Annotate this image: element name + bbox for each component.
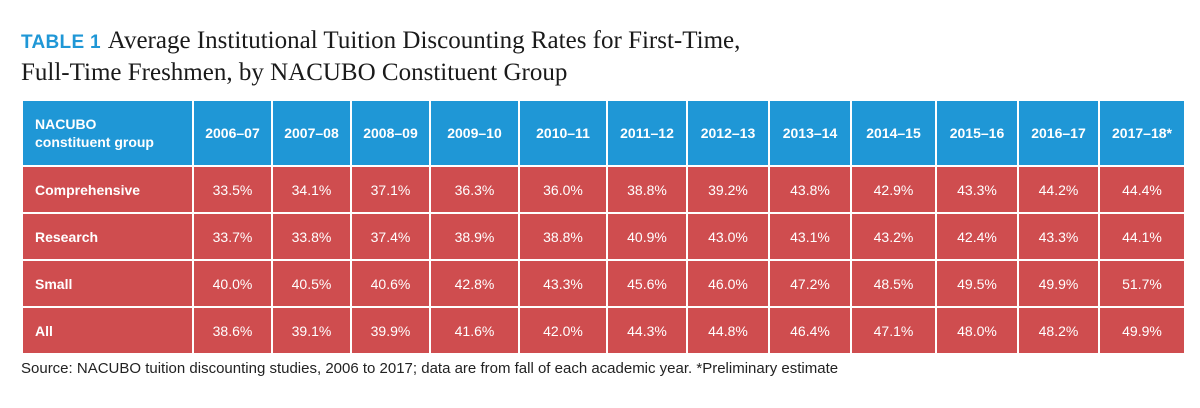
row-label: Small	[23, 261, 192, 306]
column-header-group: NACUBO constituent group	[23, 101, 192, 165]
table-number-label: TABLE 1	[21, 32, 101, 53]
column-header-year: 2006–07	[194, 101, 271, 165]
table-cell: 43.3%	[937, 167, 1017, 212]
column-header-group-line-1: NACUBO	[35, 116, 97, 132]
table-cell: 40.5%	[273, 261, 350, 306]
table-cell: 51.7%	[1100, 261, 1184, 306]
row-label: Research	[23, 214, 192, 259]
table-cell: 47.1%	[852, 308, 935, 353]
row-label: Comprehensive	[23, 167, 192, 212]
column-header-year: 2014–15	[852, 101, 935, 165]
table-cell: 47.2%	[770, 261, 850, 306]
table-cell: 37.4%	[352, 214, 429, 259]
column-header-year: 2012–13	[688, 101, 768, 165]
column-header-group-line-2: constituent group	[35, 134, 154, 150]
table-cell: 42.9%	[852, 167, 935, 212]
table-cell: 42.0%	[520, 308, 606, 353]
table-cell: 44.3%	[608, 308, 686, 353]
table-cell: 40.9%	[608, 214, 686, 259]
column-header-year: 2009–10	[431, 101, 518, 165]
table-cell: 44.8%	[688, 308, 768, 353]
table-row-comprehensive: Comprehensive 33.5% 34.1% 37.1% 36.3% 36…	[23, 167, 1184, 212]
table-cell: 43.2%	[852, 214, 935, 259]
column-header-year: 2008–09	[352, 101, 429, 165]
table-cell: 44.2%	[1019, 167, 1098, 212]
table-cell: 43.3%	[1019, 214, 1098, 259]
title-line-2: Full-Time Freshmen, by NACUBO Constituen…	[21, 59, 568, 86]
table-header-row: NACUBO constituent group 2006–07 2007–08…	[23, 101, 1184, 165]
table-cell: 48.0%	[937, 308, 1017, 353]
table-cell: 48.2%	[1019, 308, 1098, 353]
table-cell: 38.9%	[431, 214, 518, 259]
table-cell: 43.1%	[770, 214, 850, 259]
table-cell: 38.6%	[194, 308, 271, 353]
table-cell: 42.4%	[937, 214, 1017, 259]
table-cell: 41.6%	[431, 308, 518, 353]
table-cell: 39.1%	[273, 308, 350, 353]
table-cell: 49.9%	[1100, 308, 1184, 353]
column-header-year: 2010–11	[520, 101, 606, 165]
table-cell: 36.3%	[431, 167, 518, 212]
table-cell: 43.0%	[688, 214, 768, 259]
table-cell: 37.1%	[352, 167, 429, 212]
table-cell: 43.8%	[770, 167, 850, 212]
column-header-year: 2011–12	[608, 101, 686, 165]
column-header-year: 2017–18*	[1100, 101, 1184, 165]
table-cell: 39.9%	[352, 308, 429, 353]
title-line-1: TABLE 1 Average Institutional Tuition Di…	[21, 26, 1181, 58]
table-cell: 33.8%	[273, 214, 350, 259]
column-header-year: 2016–17	[1019, 101, 1098, 165]
table-row-all: All 38.6% 39.1% 39.9% 41.6% 42.0% 44.3% …	[23, 308, 1184, 353]
table-cell: 40.6%	[352, 261, 429, 306]
table-cell: 44.4%	[1100, 167, 1184, 212]
table-cell: 34.1%	[273, 167, 350, 212]
table-row-research: Research 33.7% 33.8% 37.4% 38.9% 38.8% 4…	[23, 214, 1184, 259]
table-cell: 49.9%	[1019, 261, 1098, 306]
table-cell: 38.8%	[520, 214, 606, 259]
table-row-small: Small 40.0% 40.5% 40.6% 42.8% 43.3% 45.6…	[23, 261, 1184, 306]
table-cell: 49.5%	[937, 261, 1017, 306]
table-cell: 45.6%	[608, 261, 686, 306]
table-cell: 42.8%	[431, 261, 518, 306]
table-cell: 46.0%	[688, 261, 768, 306]
discount-rates-table: NACUBO constituent group 2006–07 2007–08…	[21, 99, 1186, 355]
table-cell: 40.0%	[194, 261, 271, 306]
table-cell: 36.0%	[520, 167, 606, 212]
table-cell: 33.7%	[194, 214, 271, 259]
table-cell: 48.5%	[852, 261, 935, 306]
table-cell: 46.4%	[770, 308, 850, 353]
table-cell: 43.3%	[520, 261, 606, 306]
row-label: All	[23, 308, 192, 353]
table-cell: 33.5%	[194, 167, 271, 212]
source-note: Source: NACUBO tuition discounting studi…	[21, 360, 839, 377]
table-cell: 38.8%	[608, 167, 686, 212]
table-cell: 44.1%	[1100, 214, 1184, 259]
table-title: TABLE 1 Average Institutional Tuition Di…	[21, 26, 1181, 88]
title-text-line-1: Average Institutional Tuition Discountin…	[107, 27, 741, 54]
table-cell: 39.2%	[688, 167, 768, 212]
column-header-year: 2013–14	[770, 101, 850, 165]
column-header-year: 2007–08	[273, 101, 350, 165]
column-header-year: 2015–16	[937, 101, 1017, 165]
